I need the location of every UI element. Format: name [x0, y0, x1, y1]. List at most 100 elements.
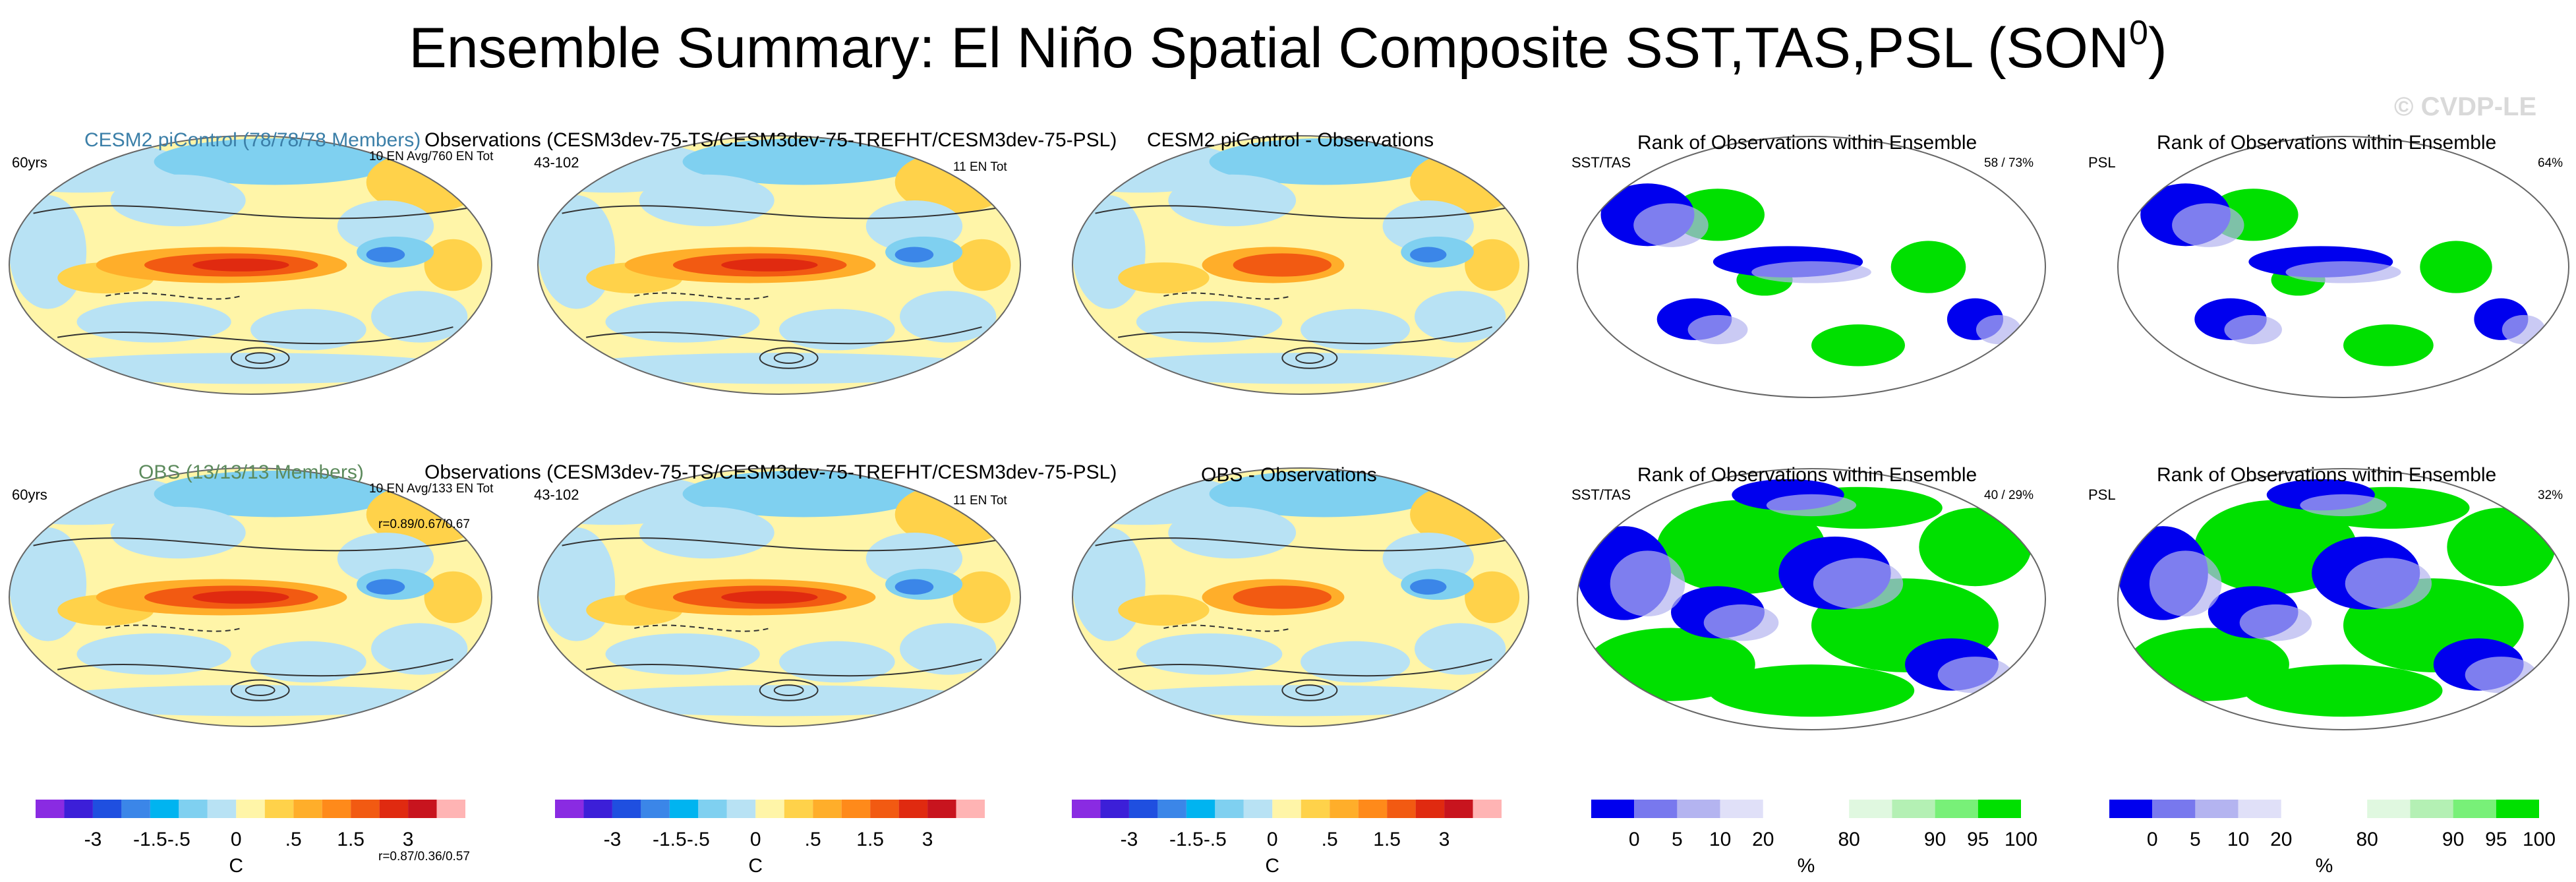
- temp-colorbar-swatch: [207, 800, 237, 818]
- rank-colorbar-swatch: [2410, 800, 2453, 818]
- rank-colorbar-swatch: [1935, 800, 1978, 818]
- temp-colorbar-swatch: [1444, 800, 1473, 818]
- temp-colorbar-swatch: [726, 800, 756, 818]
- panel-2-right-label: 11 EN Tot: [953, 160, 1007, 174]
- map-panel-1: [9, 136, 492, 394]
- panel-4-right-label: 58 / 73%: [1984, 156, 2034, 170]
- temp-colorbar-tick-label: -.5: [1204, 829, 1227, 850]
- rank-colorbar-tick-label: 95: [1967, 829, 1989, 850]
- rank-colorbar-tick-label: 100: [2005, 829, 2037, 850]
- rank-colorbar-tick-label: 80: [2356, 829, 2378, 850]
- rank-colorbar-tick-label: 100: [2523, 829, 2556, 850]
- temp-colorbar-tick-label: -3: [1121, 829, 1138, 850]
- figure-title: Ensemble Summary: El Niño Spatial Compos…: [0, 16, 2576, 76]
- panel-4-left-label: SST/TAS: [1571, 154, 1631, 171]
- temp-colorbar-swatch: [870, 800, 899, 818]
- map-panel-5-outline: [2117, 136, 2569, 398]
- panel-9-left-label: SST/TAS: [1571, 486, 1631, 503]
- rank-colorbar-swatch: [2324, 800, 2368, 818]
- rank-colorbar-tick-label: 95: [2485, 829, 2507, 850]
- temp-colorbar-tick-label: 0: [1267, 829, 1278, 850]
- map-panel-9: [1577, 469, 2045, 730]
- map-panel-9-outline: [1577, 468, 2046, 730]
- temp-colorbar-swatch: [351, 800, 380, 818]
- temp-colorbar-unit: C: [748, 855, 763, 877]
- map-panel-3-outline: [1072, 135, 1529, 395]
- temp-colorbar-swatch: [898, 800, 928, 818]
- temp-colorbar-swatch: [64, 800, 93, 818]
- temp-colorbar-tick-label: -1.5: [1169, 829, 1204, 850]
- temp-colorbar-swatch: [612, 800, 641, 818]
- map-panel-7: [538, 468, 1020, 726]
- temp-colorbar-swatch: [1272, 800, 1301, 818]
- map-panel-10: [2118, 469, 2569, 730]
- temp-colorbar-tick-label: 1.5: [1373, 829, 1401, 850]
- temp-colorbar-swatch: [179, 800, 208, 818]
- temp-colorbar-swatch: [1301, 800, 1330, 818]
- temp-colorbar-swatch: [583, 800, 612, 818]
- temp-colorbar-swatch: [1186, 800, 1215, 818]
- rank-colorbar-tick-label: 0: [2147, 829, 2158, 850]
- temp-colorbar-swatch: [322, 800, 351, 818]
- temp-colorbar-swatch: [408, 800, 437, 818]
- temp-colorbar-swatch: [36, 800, 65, 818]
- rank-colorbar-tick-label: 90: [2442, 829, 2464, 850]
- temp-colorbar-swatch: [641, 800, 670, 818]
- temp-colorbar-swatch: [293, 800, 322, 818]
- temp-colorbar-swatch: [956, 800, 985, 818]
- temp-colorbar-swatch: [755, 800, 784, 818]
- temp-colorbar-tick-label: .5: [805, 829, 821, 850]
- temp-colorbar-swatch: [379, 800, 409, 818]
- rank-colorbar-tick-label: 20: [1752, 829, 1774, 850]
- panel-10-title: Rank of Observations within Ensemble: [2157, 464, 2497, 486]
- rank-colorbar-tick-label: 10: [1709, 829, 1731, 850]
- temp-colorbar-swatch: [669, 800, 699, 818]
- rank-colorbar-swatch: [1763, 800, 1806, 818]
- temp-colorbar-swatch: [121, 800, 150, 818]
- temp-colorbar-swatch: [1128, 800, 1158, 818]
- temp-colorbar-unit: C: [229, 855, 243, 877]
- rank-colorbar-swatch: [1591, 800, 1635, 818]
- temp-colorbar-tick-label: 3: [403, 829, 414, 850]
- rank-colorbar-swatch: [2496, 800, 2539, 818]
- rank-colorbar-tick-label: 90: [1924, 829, 1946, 850]
- panel-6-bottom-label: r=0.87/0.36/0.57: [378, 850, 470, 864]
- temp-colorbar-tick-label: -.5: [167, 829, 190, 850]
- temp-colorbar-swatch: [927, 800, 956, 818]
- temp-colorbar-tick-label: 0: [750, 829, 761, 850]
- panel-7-right-label: 11 EN Tot: [953, 494, 1007, 508]
- temp-colorbar-swatch: [1387, 800, 1416, 818]
- temp-colorbar-tick-label: 0: [231, 829, 242, 850]
- temp-colorbar-swatch: [1473, 800, 1502, 818]
- rank-colorbar-unit: %: [2316, 855, 2333, 877]
- rank-colorbar-swatch: [1849, 800, 1892, 818]
- temp-colorbar-swatch: [236, 800, 265, 818]
- rank-colorbar-swatch: [2453, 800, 2496, 818]
- map-panel-10-outline: [2117, 468, 2569, 730]
- map-panel-2-outline: [537, 135, 1021, 395]
- temp-colorbar-swatch: [1415, 800, 1445, 818]
- map-panel-4-outline: [1577, 136, 2046, 398]
- panel-10-right-label: 32%: [2538, 488, 2563, 502]
- rank-colorbar-tick-label: 5: [1672, 829, 1683, 850]
- temp-colorbar-swatch: [1215, 800, 1244, 818]
- temp-colorbar-tick-label: 1.5: [337, 829, 365, 850]
- temp-colorbar-swatch: [1100, 800, 1129, 818]
- temp-colorbar-tick-label: .5: [1322, 829, 1338, 850]
- panel-9-right-label: 40 / 29%: [1984, 488, 2034, 502]
- temp-colorbar-swatch: [150, 800, 179, 818]
- panel-5-title: Rank of Observations within Ensemble: [2157, 132, 2497, 154]
- panel-10-left-label: PSL: [2088, 486, 2116, 503]
- map-panel-5: [2118, 136, 2569, 397]
- temp-colorbar-swatch: [1243, 800, 1273, 818]
- map-panel-7-outline: [537, 467, 1021, 727]
- rank-colorbar-tick-label: 20: [2270, 829, 2292, 850]
- rank-colorbar-swatch: [1977, 800, 2021, 818]
- temp-colorbar-swatch: [1072, 800, 1101, 818]
- rank-colorbar-tick-label: 0: [1629, 829, 1640, 850]
- rank-colorbar-tick-label: 5: [2190, 829, 2201, 850]
- rank-colorbar-swatch: [2238, 800, 2281, 818]
- temp-colorbar-swatch: [841, 800, 871, 818]
- panel-4-title: Rank of Observations within Ensemble: [1637, 132, 1977, 154]
